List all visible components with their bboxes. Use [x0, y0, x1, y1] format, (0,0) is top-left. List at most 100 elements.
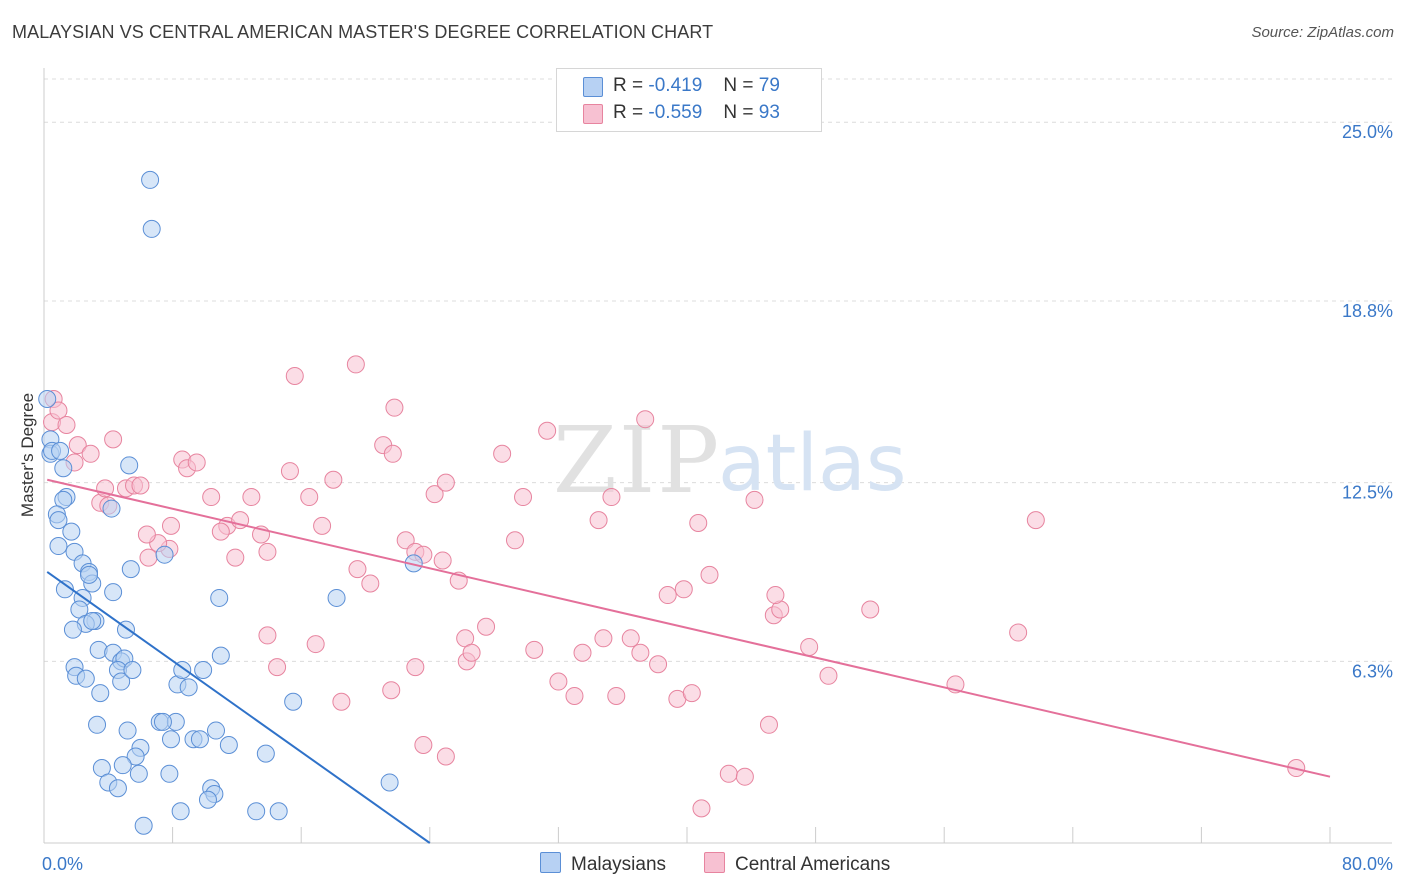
- central-american-point: [226, 548, 245, 567]
- central-american-point: [594, 629, 613, 648]
- bottom-legend-central-americans: Central Americans: [704, 852, 890, 876]
- central-american-point: [636, 410, 655, 429]
- central-american-point: [538, 421, 557, 440]
- central-american-point: [692, 799, 711, 818]
- malaysian-point: [380, 773, 399, 792]
- malaysian-point: [142, 219, 161, 238]
- bottom-legend-label: Malaysians: [571, 854, 667, 875]
- malaysian-point: [327, 588, 346, 607]
- central-american-point: [161, 516, 180, 535]
- central-american-point: [514, 488, 533, 507]
- central-american-point: [285, 366, 304, 385]
- central-american-point: [139, 548, 158, 567]
- central-american-point: [689, 513, 708, 532]
- x-tick-label: 80.0%: [1342, 854, 1393, 874]
- central-american-point: [258, 626, 277, 645]
- y-tick-label: 18.8%: [1342, 301, 1393, 321]
- central-american-point: [565, 686, 584, 705]
- central-american-point: [735, 767, 754, 786]
- central-american-point: [505, 531, 524, 550]
- malaysians-points: [38, 170, 423, 835]
- central-american-point: [477, 617, 496, 636]
- central-american-point: [202, 488, 221, 507]
- central-american-point: [759, 715, 778, 734]
- central-american-point: [1009, 623, 1028, 642]
- malaysian-point: [55, 580, 74, 599]
- central-american-point: [658, 586, 677, 605]
- central-american-point: [525, 640, 544, 659]
- legend-n-value: 79: [758, 75, 780, 96]
- malaysian-point: [54, 459, 73, 478]
- malaysian-point: [62, 522, 81, 541]
- legend-r-label: R =: [613, 102, 644, 123]
- malaysian-point: [120, 456, 139, 475]
- central-american-point: [573, 643, 592, 662]
- malaysian-point: [104, 583, 123, 602]
- central-american-point: [819, 666, 838, 685]
- central-american-point: [649, 655, 668, 674]
- source-label: Source: ZipAtlas.com: [1251, 24, 1394, 41]
- legend-n-label: N =: [723, 102, 754, 123]
- central-american-point: [49, 401, 68, 420]
- y-tick-label: 25.0%: [1342, 122, 1393, 142]
- malaysian-point: [123, 661, 142, 680]
- malaysian-point: [219, 735, 238, 754]
- malaysian-point: [112, 672, 131, 691]
- central-american-point: [436, 747, 455, 766]
- central-american-point: [81, 444, 100, 463]
- central-american-point: [719, 764, 738, 783]
- central-american-point: [57, 415, 76, 434]
- malaysian-point: [198, 790, 217, 809]
- malaysian-point: [247, 802, 266, 821]
- malaysian-point: [91, 684, 110, 703]
- central-american-point: [631, 643, 650, 662]
- central-american-point: [137, 525, 156, 544]
- central-american-point: [433, 551, 452, 570]
- trend-lines: [46, 478, 1331, 844]
- bottom-legend-malaysians: Malaysians: [540, 852, 666, 876]
- malaysian-point: [88, 715, 107, 734]
- legend-swatch-blue: [583, 77, 603, 97]
- central-american-point: [211, 522, 230, 541]
- central-american-point: [406, 658, 425, 677]
- central-american-point: [607, 686, 626, 705]
- legend-n-label: N =: [723, 75, 754, 96]
- central-american-point: [1026, 511, 1045, 530]
- stats-legend: R = -0.419 N = 79 R = -0.559 N = 93: [556, 68, 822, 132]
- bottom-legend-swatch-blue: [540, 852, 561, 873]
- central-americans-points: [43, 355, 1306, 818]
- central-american-point: [382, 681, 401, 700]
- bottom-legend-label: Central Americans: [735, 854, 891, 875]
- malaysian-point: [121, 560, 140, 579]
- central-american-point: [104, 430, 123, 449]
- central-american-point: [268, 658, 287, 677]
- malaysian-point: [171, 802, 190, 821]
- watermark-zip: ZIP: [553, 407, 721, 514]
- malaysian-point: [190, 730, 209, 749]
- malaysian-point: [63, 620, 82, 639]
- central-american-point: [766, 586, 785, 605]
- malaysian-point: [134, 816, 153, 835]
- chart-title: MALAYSIAN VS CENTRAL AMERICAN MASTER'S D…: [12, 22, 714, 42]
- legend-r-label: R =: [613, 75, 644, 96]
- malaysian-point: [113, 756, 132, 775]
- central-american-point: [493, 444, 512, 463]
- malaysian-point: [129, 764, 148, 783]
- central-american-point: [313, 516, 332, 535]
- malaysian-point: [210, 588, 229, 607]
- bottom-legend-swatch-pink: [704, 852, 725, 873]
- central-american-point: [621, 629, 640, 648]
- central-american-point: [425, 485, 444, 504]
- malaysian-point: [49, 511, 68, 530]
- malaysian-point: [76, 669, 95, 688]
- central-american-point: [324, 470, 343, 489]
- central-american-point: [549, 672, 568, 691]
- central-american-point: [306, 635, 325, 654]
- central-american-point: [462, 643, 481, 662]
- central-american-point: [258, 542, 277, 561]
- malaysian-point: [284, 692, 303, 711]
- malaysian-point: [80, 565, 99, 584]
- central-american-point: [414, 735, 433, 754]
- central-american-point: [332, 692, 351, 711]
- central-american-point: [745, 490, 764, 509]
